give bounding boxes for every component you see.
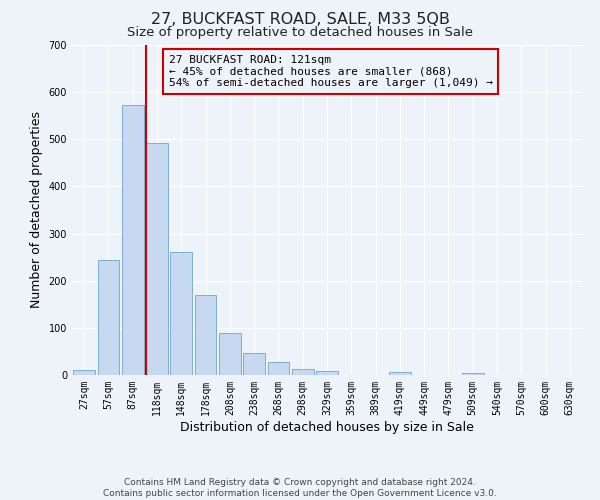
Y-axis label: Number of detached properties: Number of detached properties: [30, 112, 43, 308]
Bar: [462, 372, 484, 375]
Text: Contains HM Land Registry data © Crown copyright and database right 2024.
Contai: Contains HM Land Registry data © Crown c…: [103, 478, 497, 498]
Bar: [219, 332, 241, 375]
Bar: [194, 295, 217, 375]
Text: 27, BUCKFAST ROAD, SALE, M33 5QB: 27, BUCKFAST ROAD, SALE, M33 5QB: [151, 12, 449, 28]
X-axis label: Distribution of detached houses by size in Sale: Distribution of detached houses by size …: [180, 420, 474, 434]
Bar: [73, 370, 95, 375]
Bar: [97, 260, 119, 375]
Bar: [316, 371, 338, 375]
Bar: [268, 362, 289, 375]
Bar: [389, 372, 411, 375]
Bar: [292, 370, 314, 375]
Bar: [170, 252, 192, 375]
Bar: [122, 106, 143, 375]
Bar: [146, 143, 168, 375]
Text: Size of property relative to detached houses in Sale: Size of property relative to detached ho…: [127, 26, 473, 39]
Bar: [243, 353, 265, 375]
Text: 27 BUCKFAST ROAD: 121sqm
← 45% of detached houses are smaller (868)
54% of semi-: 27 BUCKFAST ROAD: 121sqm ← 45% of detach…: [169, 55, 493, 88]
